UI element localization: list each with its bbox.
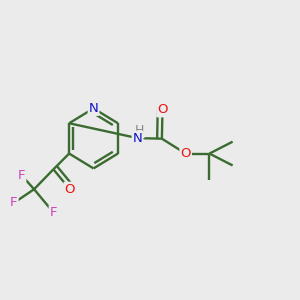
Text: F: F	[10, 196, 18, 209]
Text: H: H	[134, 124, 144, 137]
Text: N: N	[133, 132, 142, 145]
Text: N: N	[89, 102, 98, 115]
Text: F: F	[18, 169, 25, 182]
Text: O: O	[157, 103, 168, 116]
Text: F: F	[50, 206, 57, 219]
Text: O: O	[64, 183, 75, 196]
Text: O: O	[180, 147, 191, 160]
